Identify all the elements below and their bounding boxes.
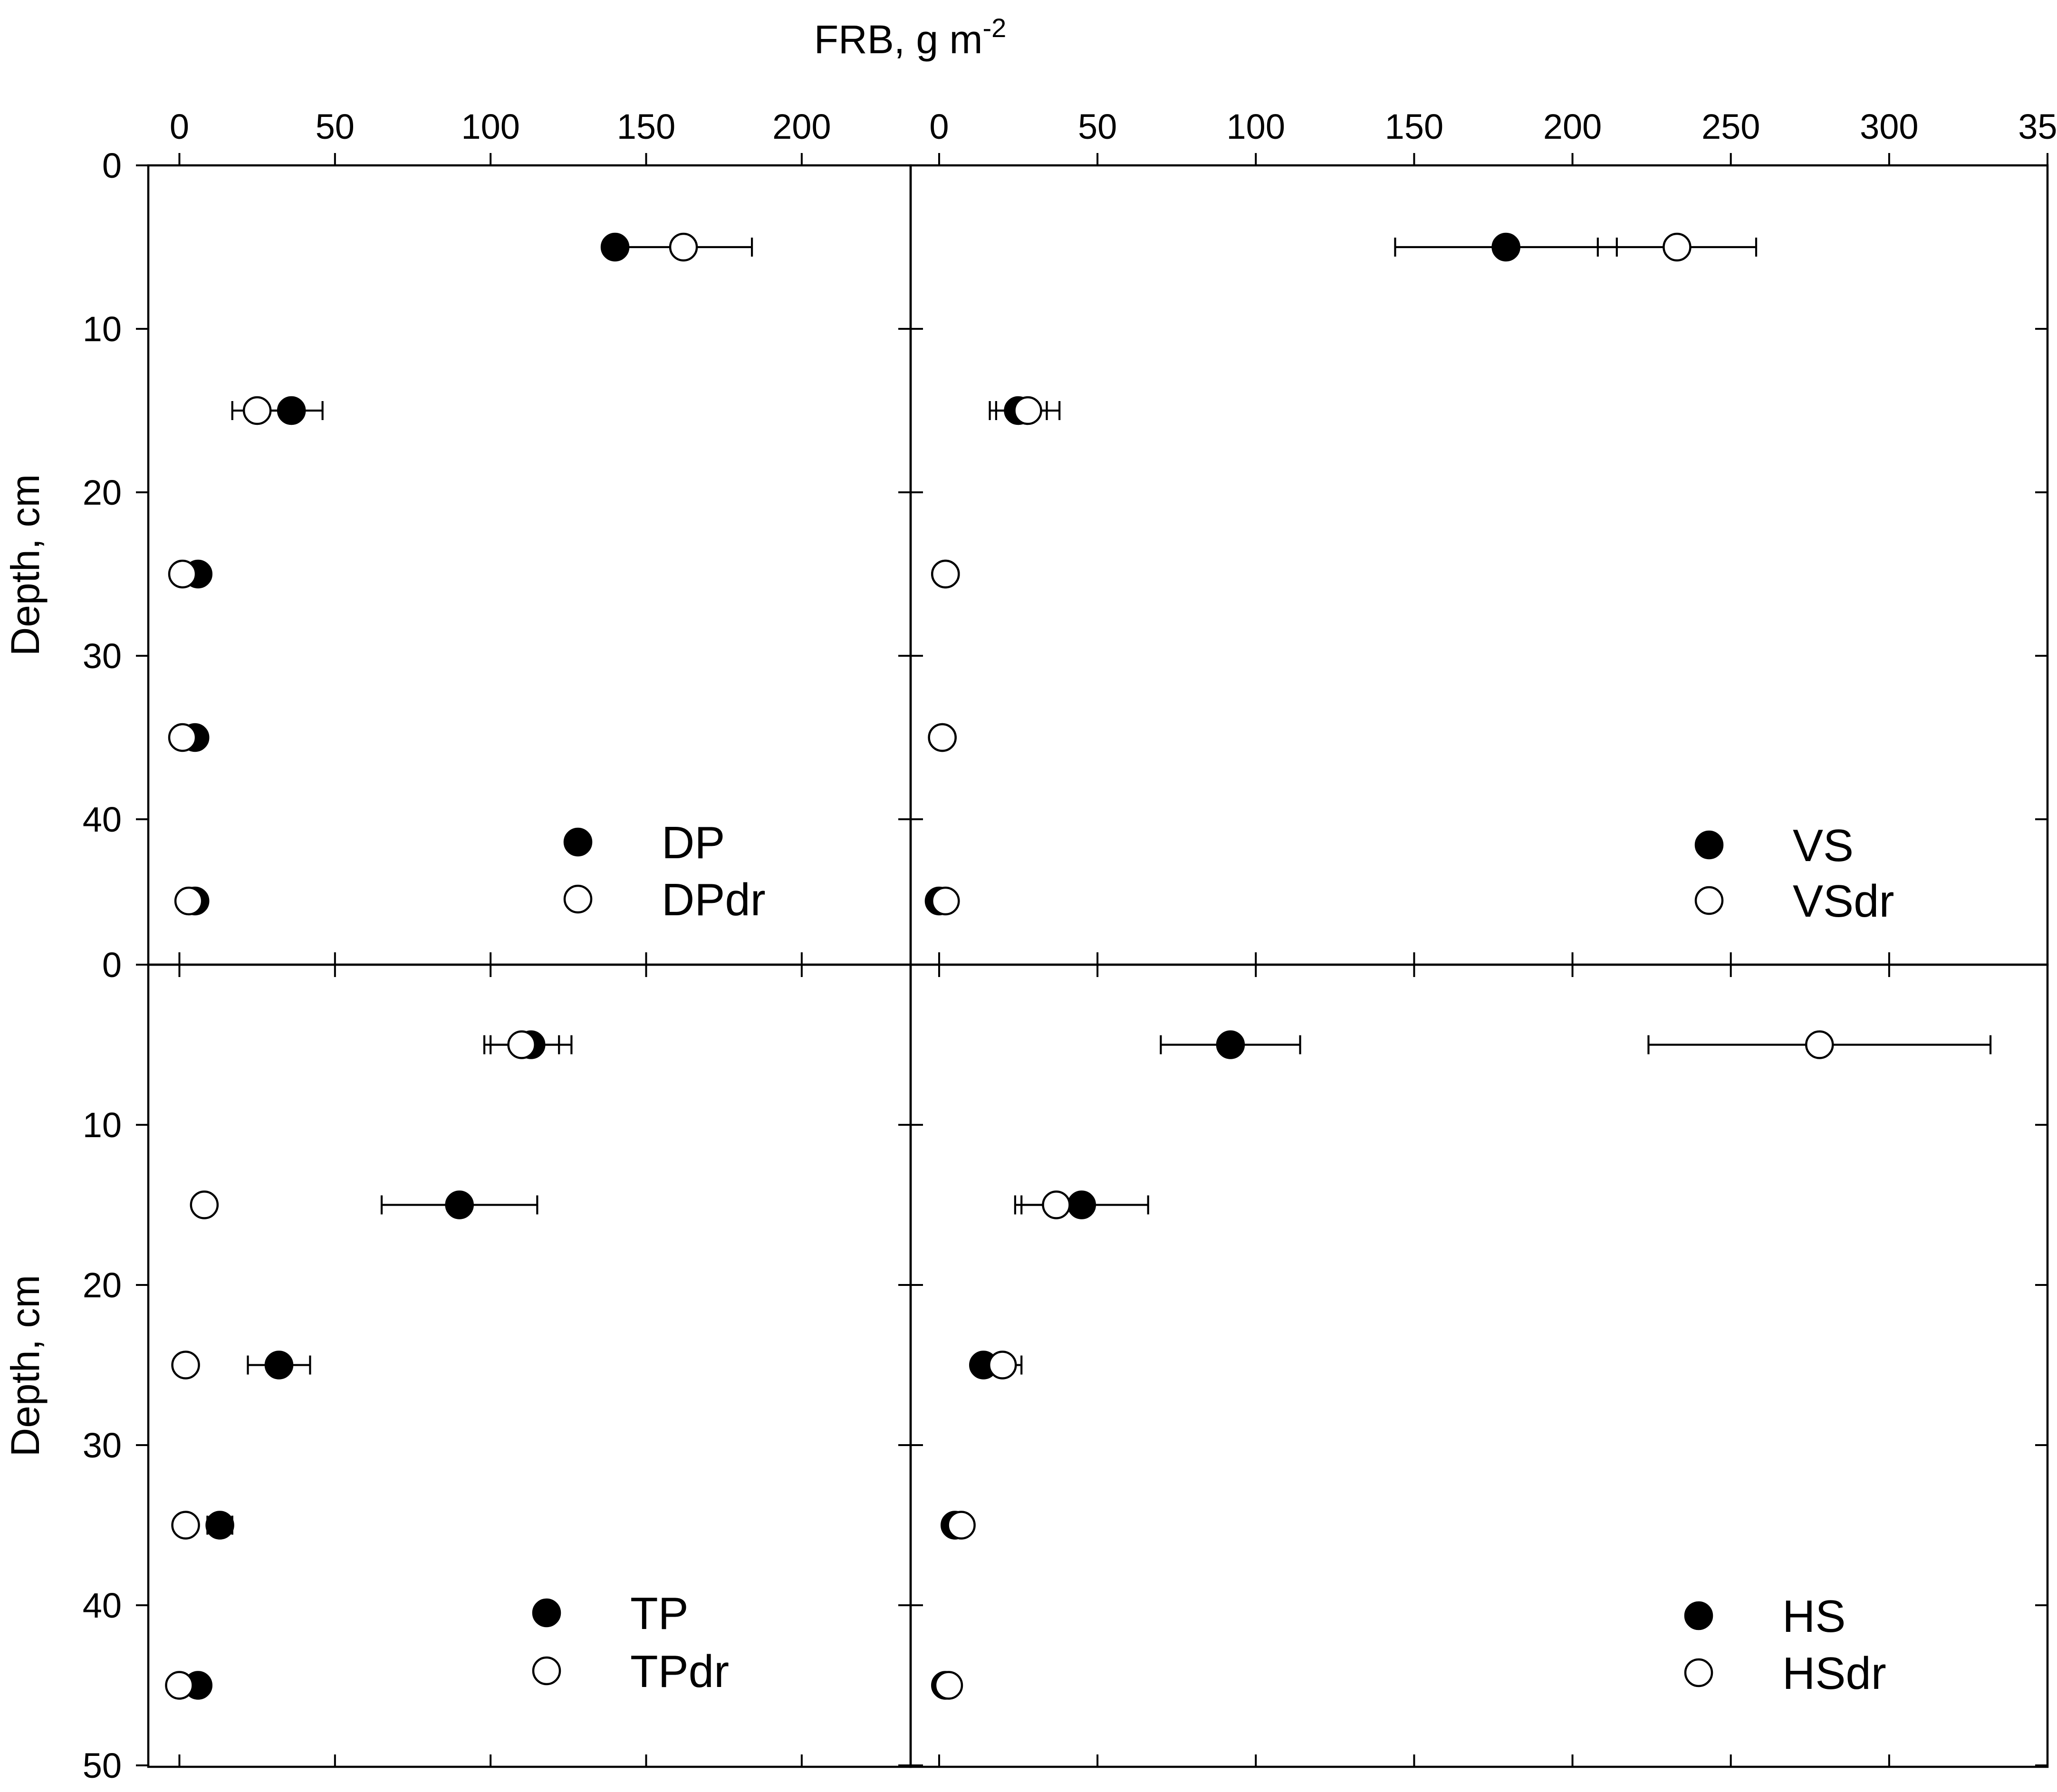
data-point [931,559,960,589]
data-point [1216,1030,1245,1059]
legend: DP DPdr [563,817,766,925]
x-axis-title-text: FRB, g m [814,17,983,62]
series-points-dp [180,232,630,916]
legend-label: DP [662,817,725,868]
y-tick-label: 50 [83,1746,122,1785]
data-point [171,1511,200,1540]
legend-label: TPdr [630,1646,729,1697]
data-point [669,232,698,262]
data-point [277,396,306,425]
data-point [264,1351,294,1380]
series-vsdr [995,238,1758,420]
y-tick-label: 0 [102,945,122,985]
data-point [931,886,960,916]
x-tick-label: 50 [1078,107,1117,146]
legend-marker [563,827,593,857]
x-axis-title-superscript: -2 [982,13,1006,43]
y-tick-label: 40 [83,1586,122,1625]
legend: HS HSdr [1684,1591,1886,1699]
x-tick-label: 0 [929,107,949,146]
legend-marker [1684,1601,1713,1630]
panel-top-left: 0 50 100 150 200 0 10 20 30 40 Depth, cm DP DPdr [3,107,912,966]
x-tick-label: 300 [1860,107,1918,146]
y-axis-title: Depth, cm [3,474,48,656]
panel-bottom-right: HS HSdr [909,963,2049,1768]
y-tick-label: 10 [83,309,122,349]
panel-bottom-left: 0 10 20 30 40 50 Depth, cm TP TPdr [3,945,912,1785]
x-tick-label: 350 [2018,107,2057,146]
data-point [1805,1030,1834,1059]
series-points-hs [931,1030,1245,1700]
legend-marker [532,1598,561,1628]
y-tick-label: 20 [83,473,122,512]
x-axis-title: FRB, g m-2 [814,13,1007,62]
legend-label: TP [630,1588,689,1639]
x-tick-label: 100 [461,107,519,146]
x-tick-label: 0 [170,107,189,146]
series-points-tpdr [165,1030,536,1700]
legend-marker [532,1656,561,1686]
data-point [171,1351,200,1380]
data-point [445,1190,474,1219]
data-point [174,886,203,916]
legend-label: VS [1793,820,1854,871]
x-tick-label: 250 [1701,107,1760,146]
data-point [1042,1190,1071,1219]
data-point [947,1511,976,1540]
y-tick-label: 40 [83,800,122,839]
data-point [1663,232,1692,262]
data-point [1013,396,1042,425]
legend-marker [563,884,593,914]
x-tick-label: 200 [1543,107,1602,146]
data-point [934,1671,963,1700]
legend-marker [1694,886,1724,915]
legend-marker [1684,1658,1713,1687]
data-point [988,1351,1017,1380]
data-point [1067,1190,1096,1219]
y-tick-label: 10 [83,1105,122,1145]
x-tick-label: 50 [316,107,355,146]
x-tick-label: 150 [617,107,675,146]
data-point [205,1511,234,1540]
y-tick-label: 30 [83,1426,122,1465]
series-points-tp [183,1030,546,1700]
data-point [168,559,197,589]
series-points-vs [924,232,1520,916]
y-axis-title: Depth, cm [3,1275,48,1457]
legend: TP TPdr [532,1588,729,1697]
y-tick-label: 20 [83,1265,122,1305]
data-point [242,396,272,425]
plot-frame [909,963,2049,1768]
series-vs [989,238,1618,420]
y-tick-label: 0 [102,146,122,185]
legend-label: DPdr [662,874,766,925]
data-point [928,723,957,752]
legend-label: HSdr [1782,1648,1886,1699]
plot-frame [147,164,912,966]
data-point [165,1671,194,1700]
data-point [507,1030,536,1059]
series-points-vsdr [928,232,1692,916]
x-tick-label: 200 [772,107,831,146]
series-tp [206,1035,573,1535]
data-point [168,723,197,752]
data-point [1491,232,1520,262]
series-hs [1014,1035,1301,1215]
series-dpdr [231,238,753,420]
data-point [190,1190,219,1219]
x-tick-label: 100 [1227,107,1285,146]
legend-label: VSdr [1793,876,1894,927]
legend-label: HS [1782,1591,1846,1642]
series-points-dpdr [168,232,698,916]
data-point [600,232,630,262]
x-tick-label: 150 [1385,107,1443,146]
plot-frame [909,164,2049,966]
series-points-hsdr [934,1030,1834,1700]
y-tick-label: 30 [83,636,122,676]
legend-marker [1694,830,1724,860]
